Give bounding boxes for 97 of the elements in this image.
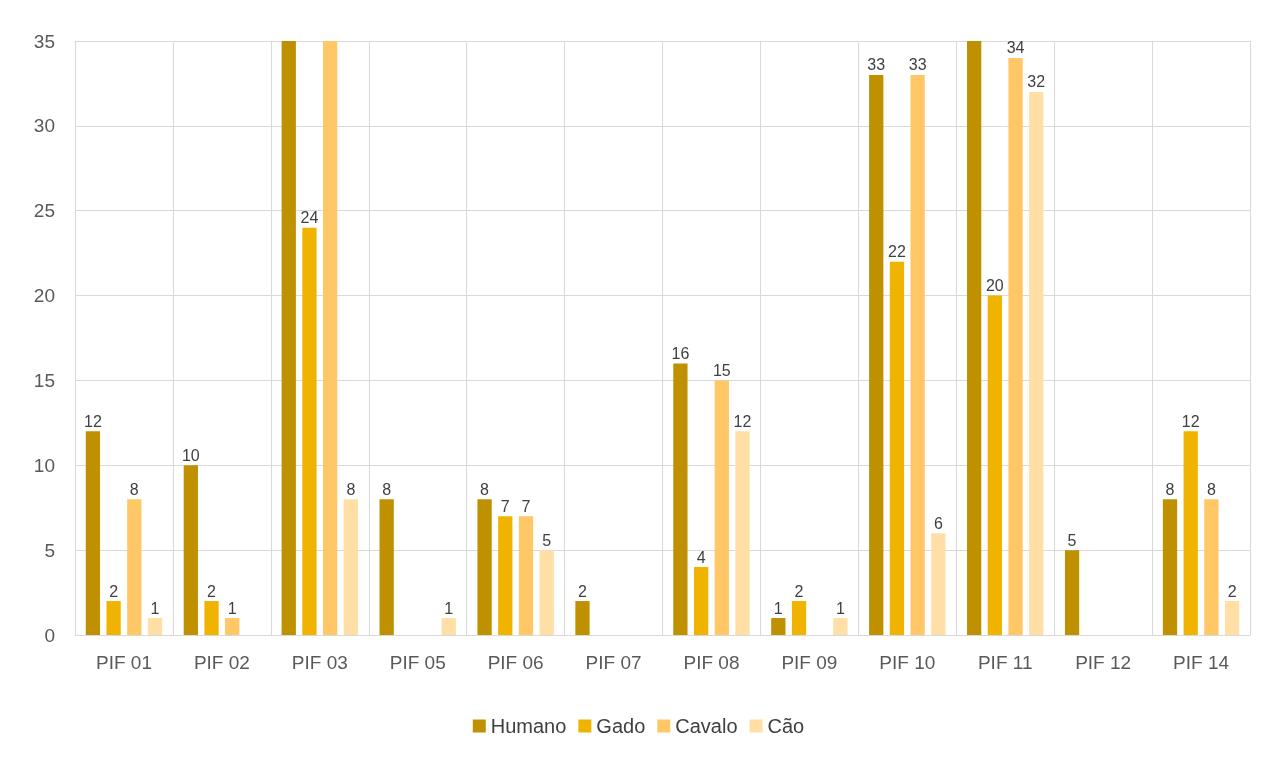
data-label: 2 <box>578 582 588 600</box>
legend-label: Cavalo <box>675 715 738 737</box>
bar <box>735 431 750 635</box>
x-tick-label: PIF 05 <box>389 652 446 673</box>
bar <box>343 499 358 635</box>
y-tick-label: 20 <box>33 285 55 307</box>
data-label: 10 <box>181 446 200 464</box>
data-label: 1 <box>773 599 783 617</box>
data-label: 2 <box>109 582 119 600</box>
data-label: 8 <box>382 480 392 498</box>
x-tick-label: PIF 11 <box>977 652 1033 673</box>
data-label: 24 <box>300 209 319 227</box>
bar <box>1183 431 1198 635</box>
bar <box>714 380 729 635</box>
bar <box>1029 91 1044 635</box>
data-label: 34 <box>1006 39 1025 57</box>
data-label: 5 <box>1067 531 1077 549</box>
data-label: 8 <box>129 480 139 498</box>
x-tick-label: PIF 08 <box>683 652 740 673</box>
data-label: 15 <box>712 361 731 379</box>
bar <box>477 499 492 635</box>
x-tick-label: PIF 12 <box>1075 652 1132 673</box>
data-label: 33 <box>867 56 886 74</box>
data-label: 22 <box>888 243 906 261</box>
x-tick-label: PIF 09 <box>781 652 838 673</box>
legend-label: Humano <box>490 715 567 737</box>
y-tick-label: 30 <box>33 115 55 137</box>
data-label: 8 <box>480 480 490 498</box>
bar <box>85 431 101 635</box>
bar <box>225 618 240 635</box>
data-label: 8 <box>346 480 356 498</box>
bar <box>441 618 456 635</box>
bar <box>791 601 807 635</box>
bar <box>833 618 848 635</box>
bar <box>1204 499 1219 635</box>
bar <box>106 601 121 635</box>
data-label: 1 <box>227 599 237 617</box>
bar <box>1008 57 1023 635</box>
bar <box>889 261 905 635</box>
data-label: 1 <box>150 599 160 617</box>
x-tick-label: PIF 01 <box>95 652 152 673</box>
bar <box>673 363 688 635</box>
data-label: 1 <box>835 599 845 617</box>
bar <box>281 41 296 635</box>
y-tick-label: 10 <box>33 454 55 476</box>
x-tick-label: PIF 10 <box>879 652 936 673</box>
legend-label: Gado <box>596 715 646 737</box>
y-tick-label: 5 <box>44 539 55 561</box>
bar <box>1224 601 1240 635</box>
bar <box>1064 550 1080 635</box>
data-label: 2 <box>207 582 217 600</box>
data-label: 32 <box>1027 73 1046 91</box>
data-label: 5 <box>542 531 552 549</box>
bar <box>323 41 338 635</box>
x-tick-label: PIF 14 <box>1173 652 1230 673</box>
x-tick-label: PIF 06 <box>487 652 544 673</box>
bar <box>147 618 163 635</box>
bar <box>693 567 709 635</box>
data-label: 2 <box>1227 582 1237 600</box>
bar <box>539 550 554 635</box>
bar <box>931 533 946 635</box>
bar <box>910 74 925 635</box>
data-label: 6 <box>933 514 943 532</box>
data-label: 2 <box>794 582 804 600</box>
bar <box>302 227 317 635</box>
data-label: 12 <box>733 412 752 430</box>
data-label: 7 <box>500 497 510 515</box>
x-tick-label: PIF 02 <box>193 652 250 673</box>
bar <box>183 465 198 635</box>
data-label: 1 <box>444 599 454 617</box>
data-label: 33 <box>908 56 927 74</box>
bar <box>518 516 534 635</box>
y-tick-label: 35 <box>33 30 55 52</box>
bar <box>204 601 219 635</box>
data-label: 12 <box>1181 412 1200 430</box>
bar <box>967 41 982 635</box>
data-label: 8 <box>1165 480 1175 498</box>
bar <box>127 499 142 635</box>
bar <box>498 516 513 635</box>
bar <box>869 74 884 635</box>
y-tick-label: 15 <box>33 369 55 391</box>
data-label: 12 <box>84 412 102 430</box>
bar <box>987 295 1002 635</box>
x-tick-label: PIF 07 <box>585 652 642 673</box>
bar <box>1162 499 1178 635</box>
y-tick-label: 25 <box>33 200 55 222</box>
data-label: 8 <box>1206 480 1216 498</box>
data-label: 16 <box>671 344 690 362</box>
data-label: 4 <box>696 548 706 566</box>
bar <box>379 499 394 635</box>
bar <box>575 601 590 635</box>
data-label: 7 <box>521 497 531 515</box>
bar <box>771 618 786 635</box>
legend-label: Cão <box>767 715 805 737</box>
y-tick-label: 0 <box>44 624 55 646</box>
x-tick-label: PIF 03 <box>291 652 348 673</box>
data-label: 20 <box>985 277 1004 295</box>
